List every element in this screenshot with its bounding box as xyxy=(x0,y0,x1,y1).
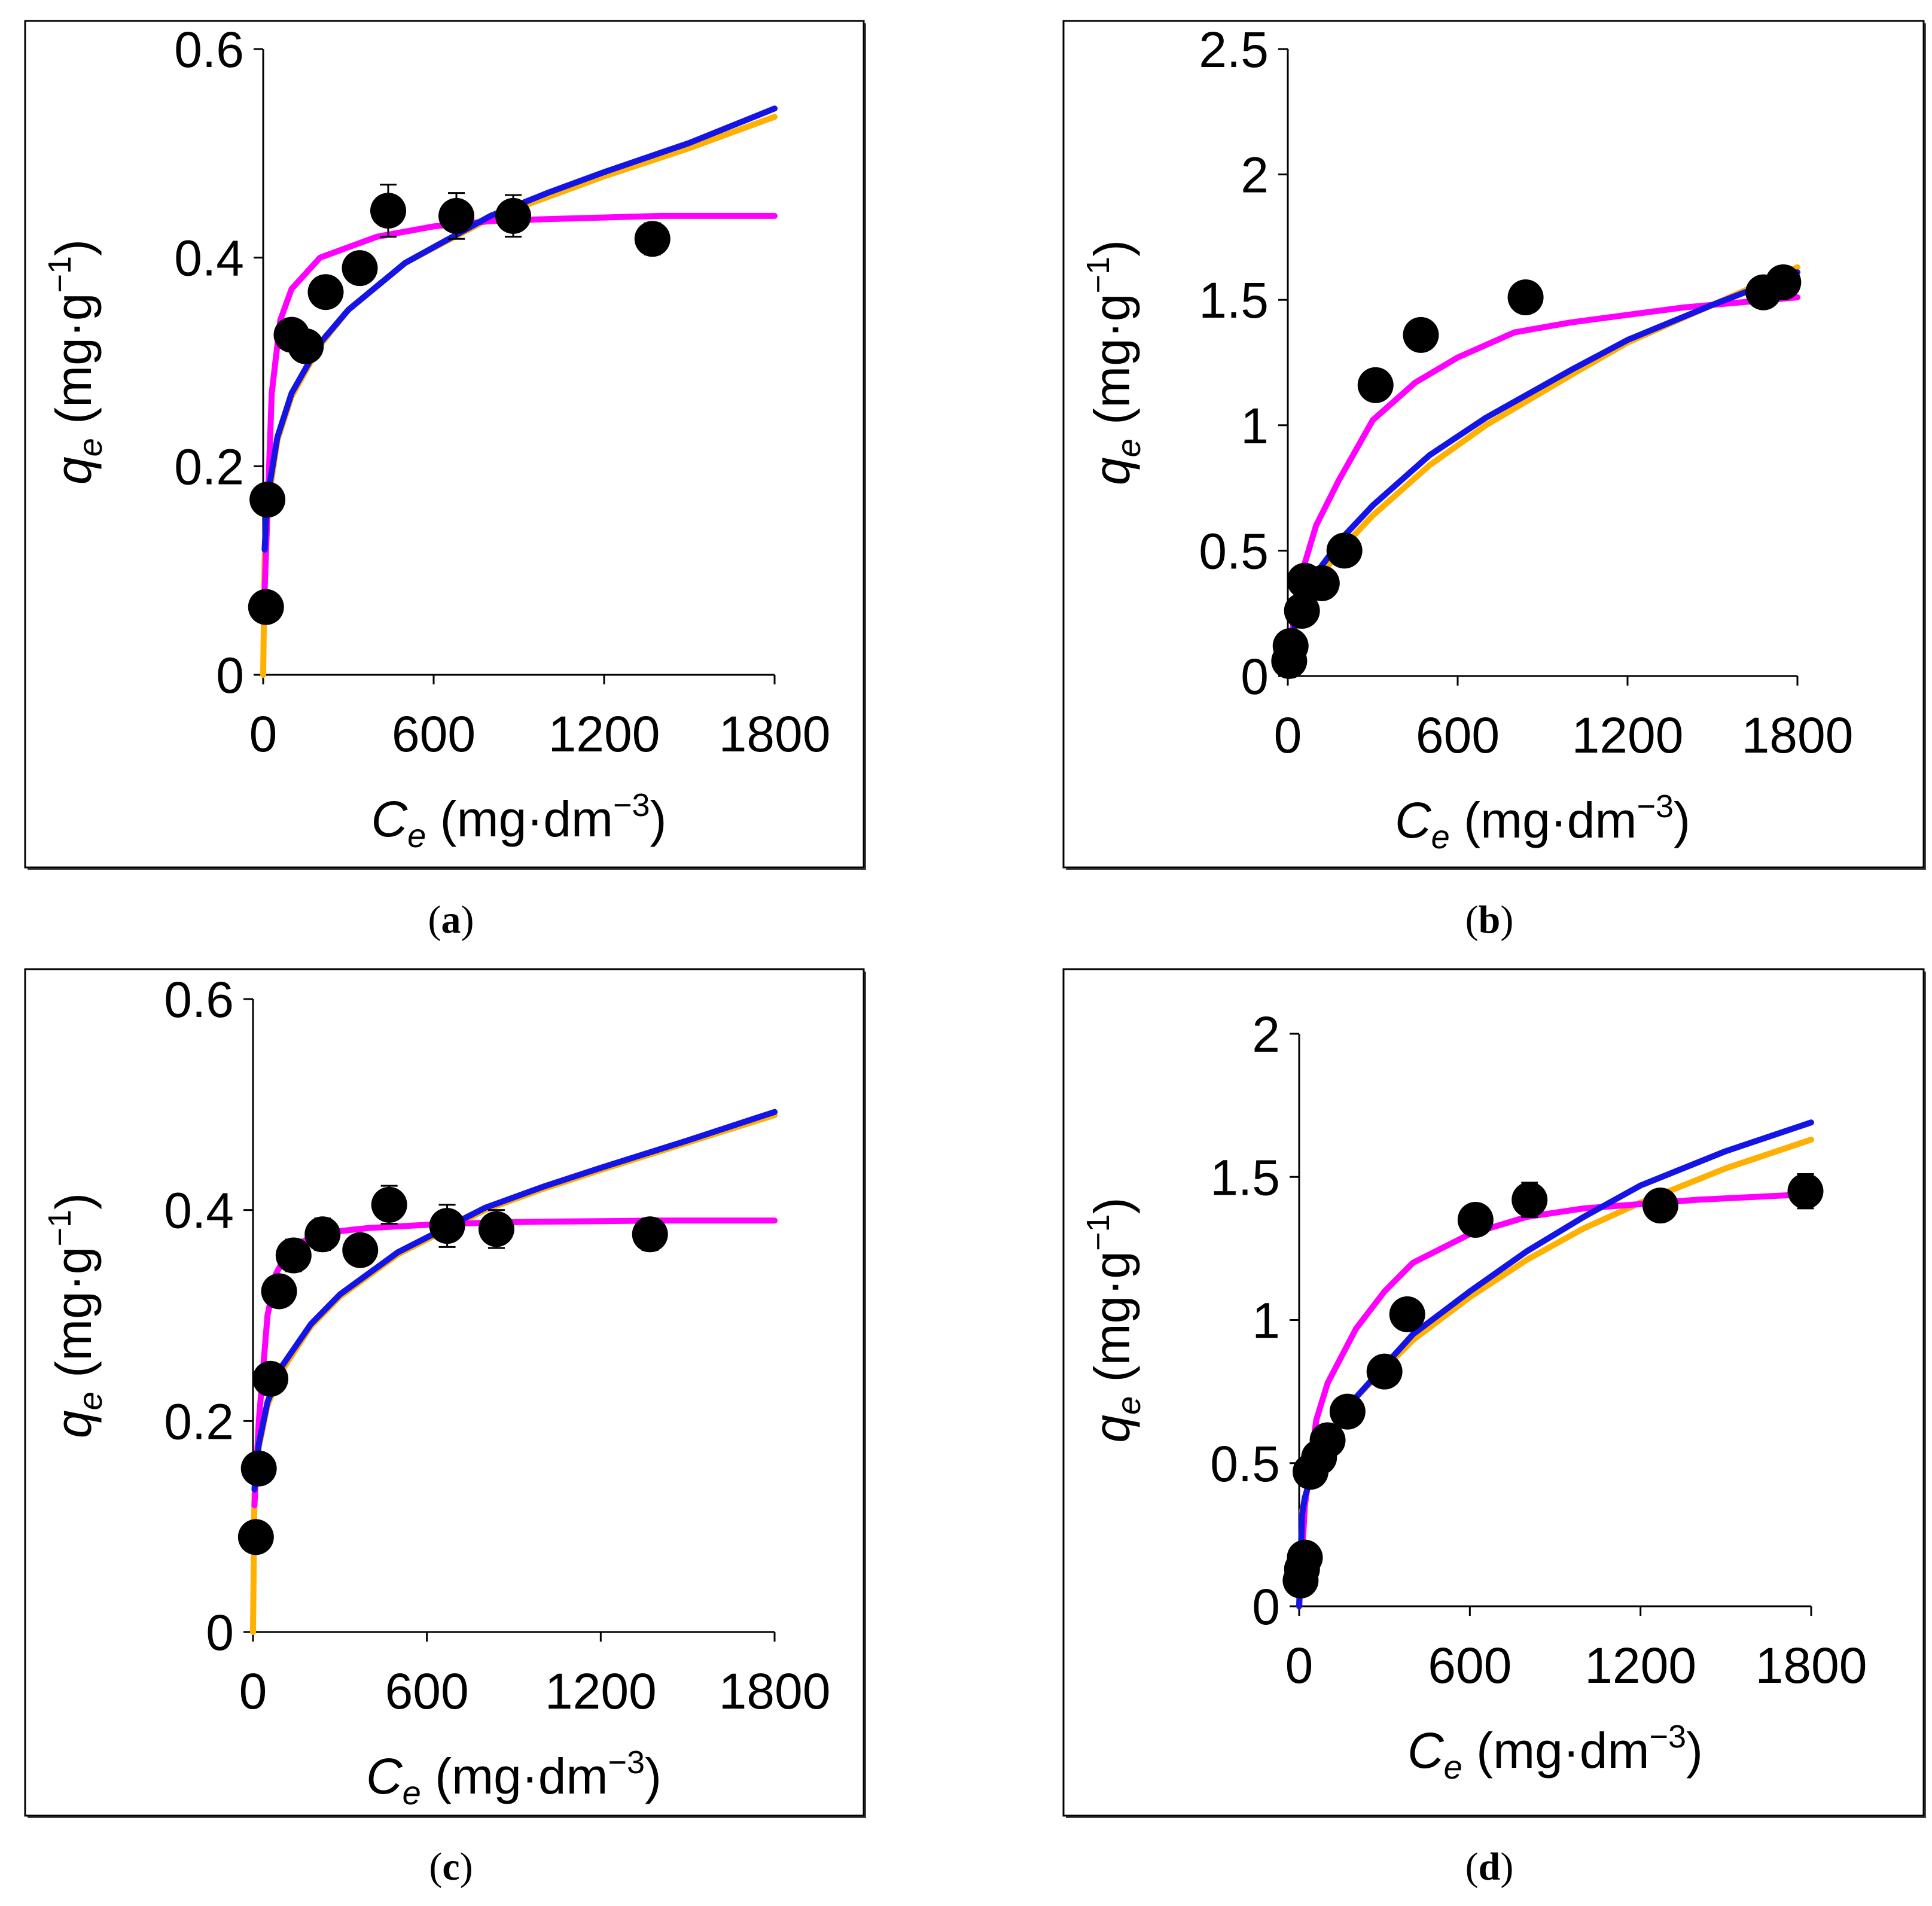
data-point xyxy=(307,274,344,310)
data-point xyxy=(1287,1539,1323,1576)
y-tick-label: 1.5 xyxy=(1210,1149,1280,1205)
x-axis-label: Ce (mg·dm−3) xyxy=(366,1744,662,1811)
x-axis-label: Ce (mg·dm−3) xyxy=(371,787,666,854)
data-point xyxy=(240,1450,277,1487)
y-axis-label: qe (mg·g−1) xyxy=(42,1193,109,1438)
data-point xyxy=(304,1216,341,1253)
x-tick-label: 0 xyxy=(1285,1637,1314,1694)
y-tick-label: 0.5 xyxy=(1210,1436,1280,1492)
y-tick-label: 2.5 xyxy=(1199,22,1269,78)
data-point xyxy=(248,589,284,625)
y-tick-label: 0.4 xyxy=(164,1183,234,1239)
y-tick-label: 0 xyxy=(1252,1579,1280,1635)
data-point xyxy=(478,1211,514,1247)
x-tick-label: 600 xyxy=(1416,707,1500,763)
chart-frame xyxy=(1062,20,1925,869)
x-tick-label: 1200 xyxy=(1584,1637,1696,1694)
y-tick-label: 0 xyxy=(206,1604,234,1661)
chart-frame xyxy=(24,20,865,869)
x-tick-label: 600 xyxy=(385,1663,469,1719)
y-axis-label: qe (mg·g−1) xyxy=(1080,1197,1147,1442)
data-point xyxy=(1507,279,1544,316)
data-point xyxy=(261,1273,297,1310)
data-point xyxy=(1765,264,1802,300)
x-tick-label: 0 xyxy=(239,1663,267,1719)
chart-frame xyxy=(24,968,865,1817)
panel-b: 0 600 1200 1800 0 0.5 1 1.5 2 2.5 Ce (mg·dm−3) qe (… xyxy=(1062,20,1926,870)
y-axis-label: qe (mg·g−1) xyxy=(42,239,109,485)
data-point xyxy=(342,1232,379,1268)
data-point xyxy=(438,197,474,234)
data-point xyxy=(275,1237,312,1274)
y-tick-label: 1.5 xyxy=(1199,272,1269,328)
data-point xyxy=(1329,1393,1366,1430)
x-tick-label: 1200 xyxy=(545,1663,657,1719)
curve-langmuir xyxy=(261,212,778,595)
data-point xyxy=(1403,316,1439,353)
panel-a: 0 600 1200 1800 0 0.2 0.4 0.6 Ce (mg·dm−3) qe (mg… xyxy=(24,20,866,870)
x-axis-label: Ce (mg·dm−3) xyxy=(1407,1719,1703,1786)
data-point xyxy=(237,1519,274,1555)
y-tick-label: 2 xyxy=(1241,147,1269,203)
data-point xyxy=(429,1208,465,1244)
curve-third_model xyxy=(251,1109,778,1493)
y-tick-label: 1 xyxy=(1241,398,1269,454)
y-tick-label: 0.5 xyxy=(1199,523,1269,579)
data-point xyxy=(1357,367,1394,403)
data-point xyxy=(1366,1353,1403,1390)
data-point xyxy=(342,250,378,287)
y-axis-label: qe (mg·g−1) xyxy=(1080,240,1147,485)
y-tick-label: 0.2 xyxy=(174,439,244,495)
panel-d: 0 600 1200 1800 0 0.5 1 1.5 2 Ce (mg·dm−3) qe (mg·… xyxy=(1062,968,1926,1818)
y-tick-label: 0.2 xyxy=(164,1393,234,1450)
x-tick-label: 1200 xyxy=(1572,707,1684,763)
data-point xyxy=(1512,1182,1548,1218)
data-point xyxy=(1272,628,1309,664)
data-point xyxy=(370,193,406,229)
caption-a: (a) xyxy=(428,898,474,942)
data-point xyxy=(252,1360,289,1397)
x-tick-label: 600 xyxy=(392,706,476,762)
panel-c: 0 600 1200 1800 0 0.2 0.4 0.6 Ce (mg·dm−3) qe (mg… xyxy=(24,968,866,1818)
x-tick-label: 1800 xyxy=(719,706,831,762)
data-point xyxy=(1642,1188,1678,1224)
y-tick-label: 2 xyxy=(1252,1006,1280,1062)
caption-c: (c) xyxy=(429,1845,473,1889)
x-axis-label: Ce (mg·dm−3) xyxy=(1395,788,1690,855)
data-point xyxy=(1303,565,1340,601)
data-point xyxy=(1389,1296,1425,1332)
y-tick-label: 0.4 xyxy=(174,230,244,287)
curve-third_model xyxy=(1296,1119,1814,1609)
chart-frame xyxy=(1062,968,1925,1817)
y-tick-label: 1 xyxy=(1252,1293,1280,1349)
y-tick-label: 0 xyxy=(216,647,244,704)
data-point xyxy=(371,1186,407,1223)
y-tick-label: 0.6 xyxy=(174,22,244,78)
x-tick-label: 1200 xyxy=(548,706,660,762)
data-point xyxy=(495,197,531,234)
caption-b: (b) xyxy=(1465,898,1514,942)
x-tick-label: 1800 xyxy=(1756,1637,1867,1694)
data-point xyxy=(1457,1202,1494,1238)
x-tick-label: 1800 xyxy=(1742,707,1854,763)
y-tick-label: 0.6 xyxy=(164,972,234,1028)
x-tick-label: 0 xyxy=(249,706,278,762)
data-point xyxy=(1787,1173,1824,1210)
data-point xyxy=(249,482,286,518)
caption-d: (d) xyxy=(1465,1845,1514,1889)
data-point xyxy=(634,221,671,257)
y-tick-label: 0 xyxy=(1241,648,1269,705)
x-tick-label: 0 xyxy=(1274,707,1302,763)
data-point xyxy=(1309,1422,1346,1459)
data-point xyxy=(632,1216,668,1253)
x-tick-label: 600 xyxy=(1428,1637,1512,1694)
data-point xyxy=(288,328,324,364)
data-point xyxy=(1284,593,1320,629)
x-tick-label: 1800 xyxy=(719,1663,831,1719)
data-point xyxy=(1326,532,1363,569)
